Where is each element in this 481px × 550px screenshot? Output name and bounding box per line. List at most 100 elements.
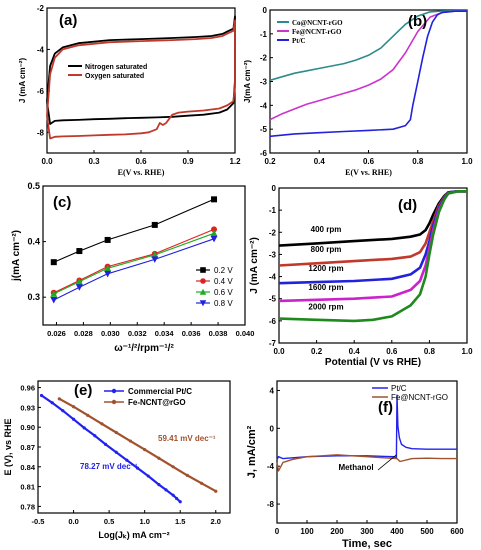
data-point: [151, 221, 158, 228]
data-point: [50, 296, 58, 304]
x-axis-label: Potential (V vs RHE): [325, 357, 421, 368]
y-tick-label: -1: [269, 206, 277, 215]
data-point: [143, 448, 147, 452]
y-tick-label: 0.84: [20, 463, 35, 472]
data-point: [185, 473, 189, 477]
data-point: [75, 278, 83, 285]
legend-label: Commercial Pt/C: [128, 387, 192, 396]
methanol-arrow: [377, 454, 397, 471]
series-line: [58, 397, 217, 493]
y-tick-label: -6: [260, 149, 268, 158]
data-point: [75, 284, 83, 291]
y-tick-label: -8: [37, 128, 45, 137]
series-line: [278, 190, 467, 323]
series-line: [46, 19, 236, 140]
data-point: [157, 456, 161, 460]
series-line: [278, 190, 467, 303]
data-point: [199, 481, 204, 485]
data-point: [211, 226, 218, 233]
x-tick-label: 0.8: [412, 157, 424, 166]
y-tick-label: 0.96: [20, 384, 35, 393]
y-tick-label: -1: [260, 30, 268, 39]
slope-annotation: 59.41 mV dec⁻¹: [158, 434, 216, 443]
data-point: [93, 434, 97, 438]
series-line: [278, 190, 467, 247]
data-point: [103, 442, 108, 446]
data-point: [71, 405, 76, 409]
x-tick-label: 0.6: [363, 157, 375, 166]
legend-label: 0.4 V: [214, 277, 233, 286]
data-point: [39, 393, 44, 398]
x-tick-label: 0.040: [236, 329, 255, 338]
curve-label: 800 rpm: [311, 245, 342, 254]
data-point: [199, 288, 207, 295]
series-line: [40, 394, 181, 503]
y-tick-label: -2: [269, 228, 277, 237]
panel-b: 0.2 0.4 0.6 0.8 1.0 0 -1 -2 -3 -4 -5 -6 (b) Co@NCNT-r…: [243, 6, 473, 177]
legend-label: 0.2 V: [214, 266, 233, 275]
x-axis-label: Log(Jₖ) mA cm⁻²: [98, 530, 169, 540]
data-point: [50, 401, 54, 405]
y-tick-label: 4: [270, 386, 275, 395]
x-tick-label: 0.030: [101, 329, 120, 338]
y-tick-label: -4: [267, 462, 275, 471]
panel-label: (d): [398, 197, 417, 214]
x-tick-label: 1.0: [139, 517, 149, 526]
legend-label: 0.6 V: [214, 288, 233, 297]
y-axis-label: J(mA cm⁻²): [243, 60, 252, 103]
data-point: [100, 422, 104, 426]
y-tick-label: 0.87: [20, 443, 35, 452]
data-point: [114, 430, 118, 435]
y-tick-label: 0.5: [27, 181, 40, 191]
legend-label: Fe-NCNT@rGO: [128, 398, 186, 407]
data-point: [171, 493, 175, 497]
x-tick-label: 0.0: [41, 157, 53, 166]
data-point: [50, 290, 58, 297]
x-tick-label: 1.0: [461, 157, 473, 166]
x-tick-label: 200: [330, 527, 344, 536]
x-tick-label: 0.3: [88, 157, 100, 166]
panel-f: 0 100 200 300 400 500 600 -8 -4 0 4 (f) Pt/CFe@NCNT-…: [246, 380, 464, 550]
x-tick-label: 0.034: [155, 329, 175, 338]
x-axis-label: E(V vs. RHE): [345, 168, 392, 177]
data-point: [86, 413, 90, 417]
y-tick-label: -7: [269, 339, 277, 348]
data-point: [164, 488, 168, 492]
panel-label: (a): [59, 12, 77, 29]
x-tick-label: -0.5: [32, 517, 45, 526]
data-point: [104, 270, 112, 278]
data-point: [210, 229, 218, 237]
x-tick-label: 0.9: [182, 157, 194, 166]
x-tick-label: 0.0: [68, 517, 78, 526]
y-tick-label: -8: [267, 500, 275, 509]
y-tick-label: -4: [269, 273, 277, 282]
y-tick-label: -3: [269, 250, 277, 259]
data-point: [199, 300, 207, 307]
x-tick-label: 0.036: [182, 329, 201, 338]
data-point: [157, 483, 161, 487]
legend-label: Pt/C: [292, 37, 306, 45]
data-point: [146, 474, 150, 478]
legend-label: Oxygen saturated: [85, 73, 144, 80]
data-point: [114, 450, 118, 454]
x-tick-label: 0.4: [349, 347, 361, 356]
x-tick-label: 2.0: [211, 517, 221, 526]
plot-frame: [46, 7, 236, 154]
data-point: [175, 496, 179, 501]
y-tick-label: -5: [269, 295, 277, 304]
y-tick-label: -3: [260, 78, 268, 87]
x-tick-label: 100: [300, 527, 314, 536]
x-axis-label: E(V vs. RHE): [118, 168, 165, 177]
data-point: [82, 426, 86, 430]
legend-label: Nitrogen saturated: [85, 64, 147, 71]
y-tick-label: -4: [37, 45, 45, 54]
x-tick-label: 0.038: [209, 329, 228, 338]
data-point: [211, 196, 218, 203]
data-point: [151, 256, 159, 263]
curve-label: 400 rpm: [311, 225, 342, 234]
legend-label: 0.8 V: [214, 299, 233, 308]
y-tick-label: -6: [269, 317, 277, 326]
data-point: [71, 417, 76, 421]
data-point: [214, 489, 218, 493]
